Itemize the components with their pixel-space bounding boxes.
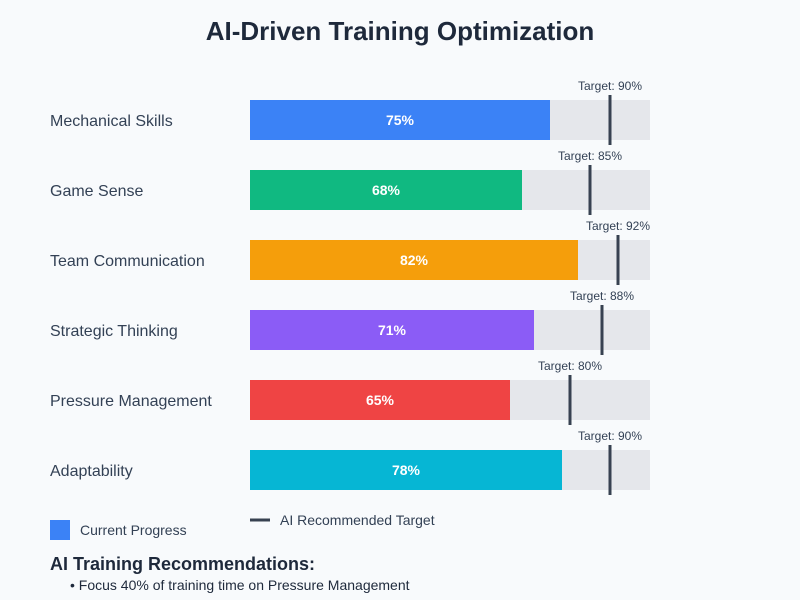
target-label-game-sense: Target: 85% xyxy=(558,149,622,163)
target-label-adaptability: Target: 90% xyxy=(578,429,642,443)
bar-value-label-adaptability: 78% xyxy=(392,462,421,478)
chart-title: AI-Driven Training Optimization xyxy=(206,16,595,46)
category-label-game-sense: Game Sense xyxy=(50,183,143,200)
chart-rows: Mechanical Skills 75% Target: 90% Game Sens… xyxy=(50,79,650,495)
category-label-strategic-thinking: Strategic Thinking xyxy=(50,323,178,340)
recommendation-item: • Focus 40% of training time on Pressure… xyxy=(70,577,410,593)
bar-strategic-thinking xyxy=(250,310,534,350)
category-label-mechanical-skills: Mechanical Skills xyxy=(50,113,173,130)
category-label-team-communication: Team Communication xyxy=(50,253,205,270)
target-label-team-communication: Target: 92% xyxy=(586,219,650,233)
category-label-adaptability: Adaptability xyxy=(50,463,133,480)
legend-label-current-progress: Current Progress xyxy=(80,522,187,538)
bar-value-label-pressure-management: 65% xyxy=(366,392,395,408)
legend-label-target: AI Recommended Target xyxy=(280,512,435,528)
bar-team-communication xyxy=(250,240,578,280)
target-label-pressure-management: Target: 80% xyxy=(538,359,602,373)
bar-mechanical-skills xyxy=(250,100,550,140)
bar-game-sense xyxy=(250,170,522,210)
legend-swatch-current-progress xyxy=(50,520,70,540)
recommendations: AI Training Recommendations: • Focus 40%… xyxy=(50,554,410,593)
bar-value-label-team-communication: 82% xyxy=(400,252,429,268)
bar-value-label-mechanical-skills: 75% xyxy=(386,112,415,128)
bar-value-label-game-sense: 68% xyxy=(372,182,401,198)
target-label-mechanical-skills: Target: 90% xyxy=(578,79,642,93)
bar-pressure-management xyxy=(250,380,510,420)
recommendations-heading: AI Training Recommendations: xyxy=(50,554,315,574)
target-label-strategic-thinking: Target: 88% xyxy=(570,289,634,303)
legend: Current Progress AI Recommended Target xyxy=(50,512,435,540)
bar-value-label-strategic-thinking: 71% xyxy=(378,322,407,338)
bar-adaptability xyxy=(250,450,562,490)
category-label-pressure-management: Pressure Management xyxy=(50,393,212,410)
